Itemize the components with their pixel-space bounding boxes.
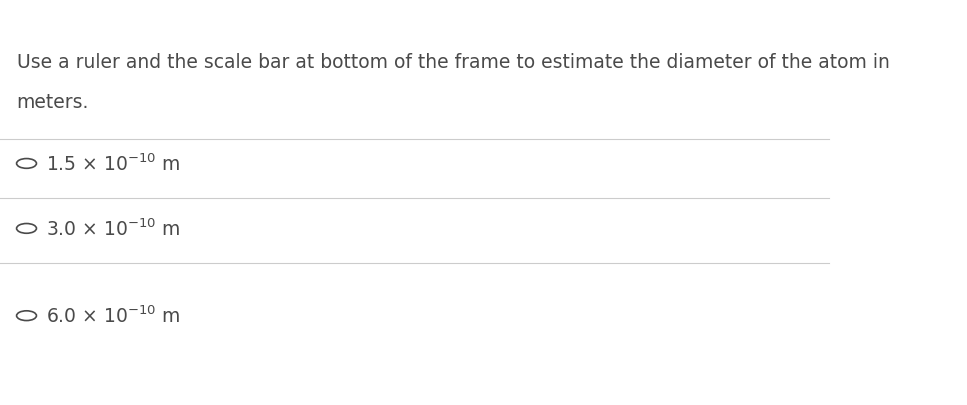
Text: 6.0 $\times$ 10$^{-10}$ m: 6.0 $\times$ 10$^{-10}$ m	[45, 305, 180, 326]
Text: 3.0 $\times$ 10$^{-10}$ m: 3.0 $\times$ 10$^{-10}$ m	[45, 218, 180, 239]
Text: meters.: meters.	[16, 93, 89, 112]
Text: Use a ruler and the scale bar at bottom of the frame to estimate the diameter of: Use a ruler and the scale bar at bottom …	[16, 53, 890, 72]
Text: 1.5 $\times$ 10$^{-10}$ m: 1.5 $\times$ 10$^{-10}$ m	[45, 153, 180, 175]
